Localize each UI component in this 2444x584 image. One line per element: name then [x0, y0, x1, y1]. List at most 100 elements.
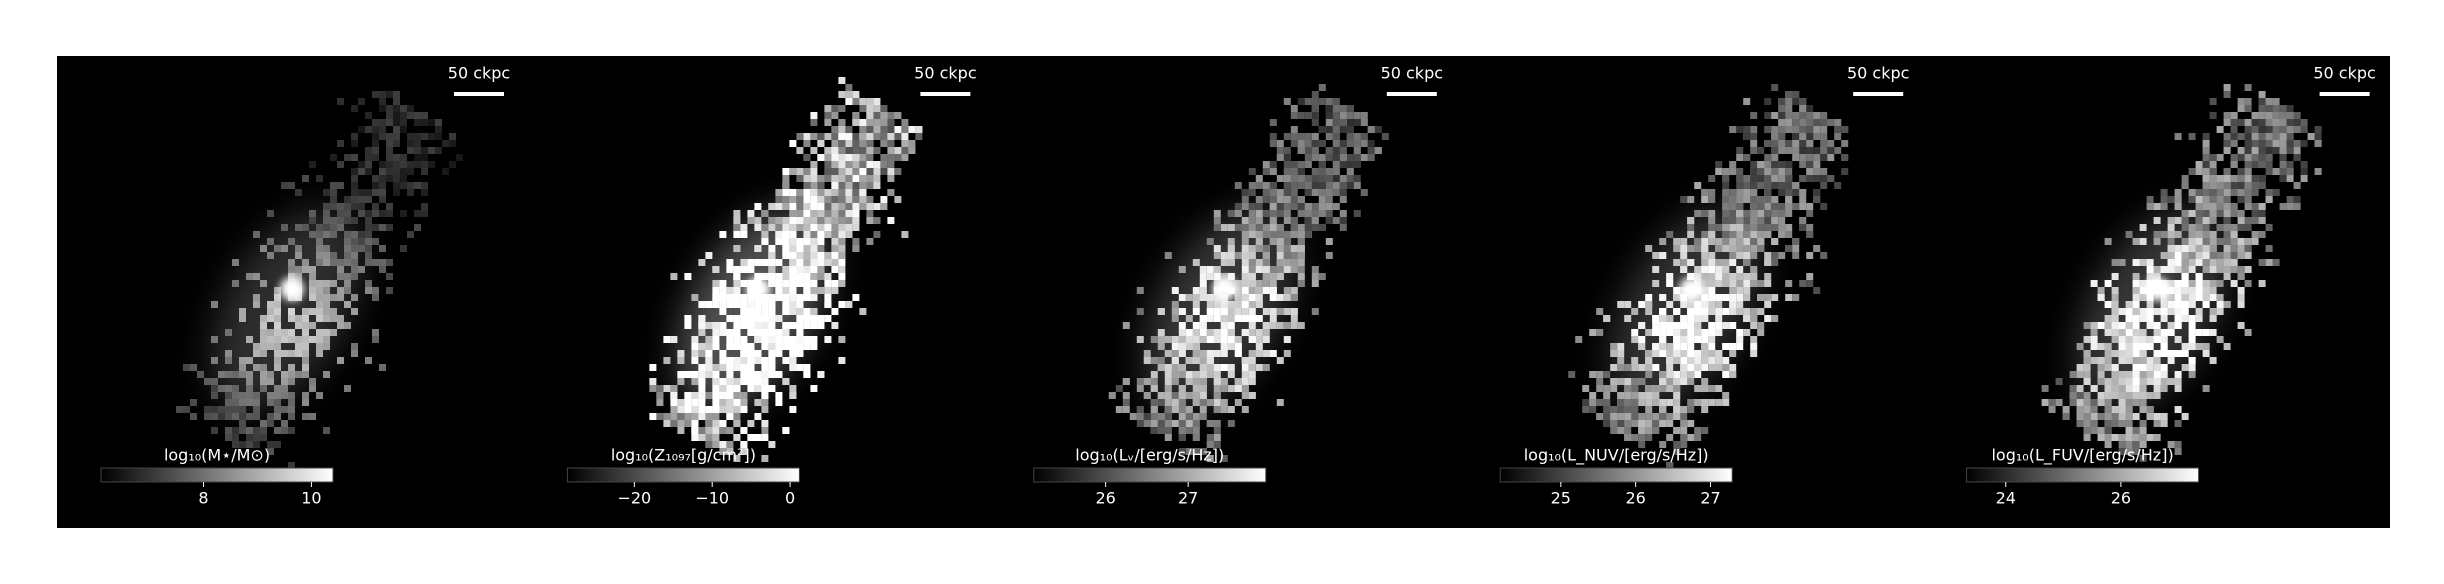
- pixel: [1743, 238, 1751, 245]
- pixel: [253, 413, 260, 420]
- pixel: [747, 329, 755, 336]
- pixel: [1164, 413, 1172, 420]
- pixel: [838, 105, 846, 112]
- pixel: [866, 154, 874, 161]
- pixel: [726, 441, 734, 448]
- pixel: [1708, 217, 1716, 224]
- pixel: [1729, 287, 1737, 294]
- pixel: [712, 420, 720, 427]
- colorbar-tick-label: 10: [301, 489, 321, 508]
- pixel: [351, 343, 358, 350]
- pixel: [1673, 371, 1681, 378]
- pixel: [407, 161, 414, 168]
- pixel: [2090, 322, 2098, 329]
- pixel: [421, 203, 428, 210]
- pixel: [253, 427, 260, 434]
- pixel: [2195, 308, 2203, 315]
- pixel: [1276, 252, 1284, 259]
- pixel: [1757, 322, 1765, 329]
- pixel: [1227, 224, 1235, 231]
- pixel: [1694, 329, 1702, 336]
- pixel: [705, 441, 713, 448]
- pixel: [873, 147, 881, 154]
- pixel: [1687, 301, 1695, 308]
- pixel: [1813, 112, 1821, 119]
- pixel: [1757, 147, 1765, 154]
- pixel: [852, 238, 860, 245]
- pixel: [281, 385, 288, 392]
- pixel: [1638, 427, 1646, 434]
- pixel: [1276, 308, 1284, 315]
- pixel: [1199, 357, 1207, 364]
- pixel: [1610, 427, 1618, 434]
- pixel: [1694, 364, 1702, 371]
- pixel: [1220, 385, 1228, 392]
- pixel: [323, 294, 330, 301]
- pixel: [1701, 266, 1709, 273]
- pixel: [393, 133, 400, 140]
- pixel: [1659, 385, 1667, 392]
- pixel: [379, 126, 386, 133]
- pixel: [803, 322, 811, 329]
- pixel: [796, 364, 804, 371]
- pixel: [1276, 147, 1284, 154]
- pixel: [1276, 245, 1284, 252]
- pixel: [1764, 140, 1772, 147]
- pixel: [1234, 301, 1242, 308]
- pixel: [1171, 350, 1179, 357]
- pixel: [1792, 140, 1800, 147]
- pixel: [817, 175, 825, 182]
- pixel: [1150, 336, 1158, 343]
- pixel: [1178, 385, 1186, 392]
- pixel: [852, 189, 860, 196]
- pixel: [1262, 266, 1270, 273]
- pixel: [1736, 287, 1744, 294]
- pixel: [1757, 294, 1765, 301]
- pixel: [1771, 238, 1779, 245]
- pixel: [1227, 301, 1235, 308]
- pixel: [887, 133, 895, 140]
- pixel: [803, 154, 811, 161]
- pixel: [386, 203, 393, 210]
- pixel: [1750, 189, 1758, 196]
- pixel: [211, 406, 218, 413]
- pixel: [761, 434, 769, 441]
- pixel: [1374, 126, 1382, 133]
- pixel: [295, 273, 302, 280]
- pixel: [761, 357, 769, 364]
- pixel: [1771, 196, 1779, 203]
- pixel: [705, 343, 713, 350]
- pixel: [1603, 371, 1611, 378]
- pixel: [1589, 406, 1597, 413]
- pixel: [316, 238, 323, 245]
- pixel: [698, 406, 706, 413]
- pixel: [302, 175, 309, 182]
- pixel: [1353, 112, 1361, 119]
- pixel: [1339, 147, 1347, 154]
- pixel: [1708, 364, 1716, 371]
- pixel: [712, 336, 720, 343]
- pixel: [1199, 294, 1207, 301]
- pixel: [1820, 252, 1828, 259]
- pixel: [677, 378, 685, 385]
- pixel: [1199, 448, 1207, 455]
- pixel: [859, 133, 867, 140]
- pixel: [1680, 343, 1688, 350]
- pixel: [1290, 322, 1298, 329]
- pixel: [1227, 273, 1235, 280]
- pixel: [1283, 182, 1291, 189]
- pixel: [1297, 259, 1305, 266]
- pixel: [1381, 133, 1389, 140]
- pixel: [400, 245, 407, 252]
- pixel: [1262, 168, 1270, 175]
- pixel: [726, 371, 734, 378]
- pixel: [761, 231, 769, 238]
- pixel: [1701, 259, 1709, 266]
- pixel: [1171, 378, 1179, 385]
- pixel: [733, 357, 741, 364]
- pixel: [1178, 308, 1186, 315]
- pixel: [1666, 378, 1674, 385]
- pixel: [365, 217, 372, 224]
- pixel: [1792, 294, 1800, 301]
- pixel: [712, 371, 720, 378]
